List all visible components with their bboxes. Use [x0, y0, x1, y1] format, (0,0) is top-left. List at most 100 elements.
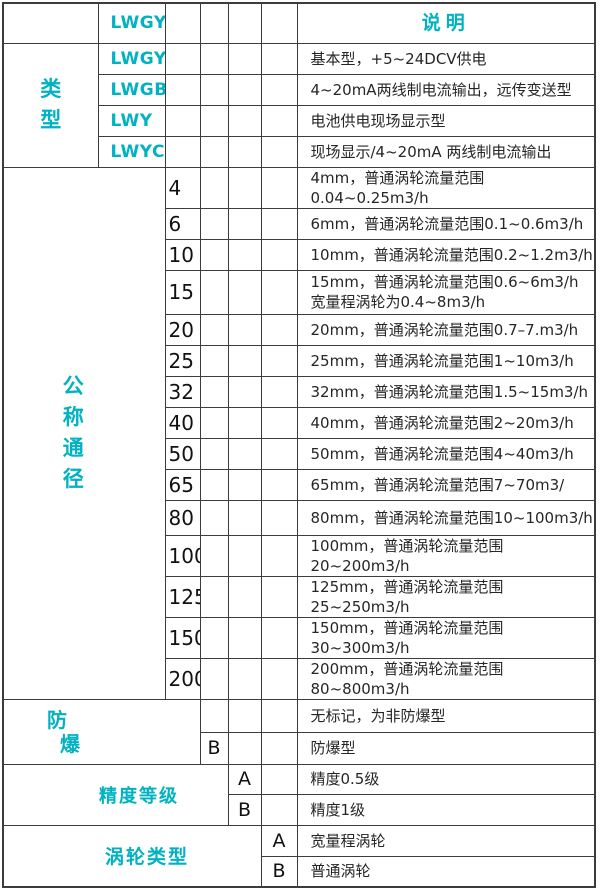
description-cell: 4~20mA两线制电流输出，远传变送型 — [296, 73, 596, 106]
empty-cell — [164, 42, 201, 75]
code-cell-accuracy-class: A — [227, 763, 262, 795]
description-cell: 防爆型 — [296, 731, 596, 765]
code-cell-accuracy-class: B — [227, 793, 262, 826]
spec-row: 100 100mm，普通涡轮流量范围20~200m3/h — [3, 534, 596, 577]
empty-cell — [199, 406, 229, 439]
empty-cell — [260, 2, 298, 44]
spec-row: 80 80mm，普通涡轮流量范围10~100m3/h — [3, 499, 596, 536]
description-cell: 100mm，普通涡轮流量范围20~200m3/h — [296, 534, 596, 577]
empty-cell — [260, 42, 298, 75]
empty-cell — [199, 73, 229, 106]
code-cell-nominal-diameter: 50 — [164, 437, 201, 470]
code-cell-nominal-diameter: 6 — [164, 207, 201, 240]
description-cell: 65mm，普通涡轮流量范围7~70m3/ — [296, 468, 596, 501]
empty-cell — [164, 135, 201, 168]
code-cell-type: LWGB — [97, 73, 166, 106]
empty-cell — [199, 2, 229, 44]
empty-cell — [199, 344, 229, 377]
code-cell-explosion-proof: B — [199, 731, 229, 765]
description-header: 说明 — [296, 2, 596, 44]
description-cell: 基本型，+5~24DCV供电 — [296, 42, 596, 75]
empty-cell — [227, 406, 262, 439]
code-cell-type: LWGY — [97, 42, 166, 75]
code-cell-turbine-type: A — [260, 824, 298, 857]
description-cell: 50mm，普通涡轮流量范围4~40m3/h — [296, 437, 596, 470]
section-label-type: 类型 — [2, 42, 99, 168]
description-cell: 32mm，普通涡轮流量范围1.5~15m3/h — [296, 375, 596, 408]
empty-cell — [227, 269, 262, 315]
header-empty-cell — [2, 2, 99, 44]
empty-cell — [199, 104, 229, 137]
spec-row: LWGB 4~20mA两线制电流输出，远传变送型 — [3, 73, 596, 106]
empty-cell — [227, 657, 262, 700]
empty-cell — [199, 499, 229, 536]
empty-cell — [227, 375, 262, 408]
description-cell: 125mm，普通涡轮流量范围25~250m3/h — [296, 575, 596, 618]
empty-cell — [199, 166, 229, 209]
empty-cell — [227, 468, 262, 501]
code-cell-nominal-diameter: 4 — [164, 166, 201, 209]
spec-row: 40 40mm，普通涡轮流量范围2~20m3/h — [3, 406, 596, 439]
section-label-turbine-type: 涡轮类型 — [2, 824, 262, 888]
empty-cell — [227, 207, 262, 240]
empty-cell — [260, 104, 298, 137]
model-code-header: LWGY — [97, 2, 166, 44]
empty-cell — [260, 657, 298, 700]
empty-cell — [227, 575, 262, 618]
spec-row: 25 25mm，普通涡轮流量范围1~10m3/h — [3, 344, 596, 377]
empty-cell — [260, 468, 298, 501]
empty-cell — [227, 344, 262, 377]
empty-cell — [260, 269, 298, 315]
empty-cell — [260, 499, 298, 536]
description-cell: 15mm，普通涡轮流量范围0.6~6m3/h 宽量程涡轮为0.4~8m3/h — [296, 269, 596, 315]
empty-cell — [260, 534, 298, 577]
description-cell: 20mm，普通涡轮流量范围0.7–7.m3/h — [296, 313, 596, 346]
empty-cell — [260, 166, 298, 209]
empty-cell — [227, 616, 262, 659]
empty-cell — [227, 499, 262, 536]
empty-cell — [260, 616, 298, 659]
spec-row: LWYC 现场显示/4~20mA 两线制电流输出 — [3, 135, 596, 168]
code-cell-nominal-diameter: 15 — [164, 269, 201, 315]
empty-cell — [227, 731, 262, 765]
empty-cell — [199, 269, 229, 315]
code-cell-nominal-diameter: 65 — [164, 468, 201, 501]
empty-cell — [199, 207, 229, 240]
empty-cell — [227, 166, 262, 209]
empty-cell — [199, 468, 229, 501]
empty-cell — [260, 793, 298, 826]
spec-row: B 精度1级 — [3, 793, 596, 826]
section-label-char: 称 — [62, 405, 84, 429]
empty-cell — [260, 731, 298, 765]
description-cell: 150mm，普通涡轮流量范围30~300m3/h — [296, 616, 596, 659]
code-cell-nominal-diameter: 40 — [164, 406, 201, 439]
description-cell: 现场显示/4~20mA 两线制电流输出 — [296, 135, 596, 168]
description-cell: 精度0.5级 — [296, 763, 596, 795]
spec-row: 125 125mm，普通涡轮流量范围25~250m3/h — [3, 575, 596, 618]
section-label-char: 类 — [40, 77, 62, 101]
empty-cell — [227, 2, 262, 44]
code-cell-nominal-diameter: 200 — [164, 657, 201, 700]
empty-cell — [260, 344, 298, 377]
empty-cell — [260, 698, 298, 733]
description-cell: 200mm，普通涡轮流量范围80~800m3/h — [296, 657, 596, 700]
empty-cell — [260, 575, 298, 618]
code-cell-nominal-diameter: 10 — [164, 238, 201, 271]
code-cell-nominal-diameter: 125 — [164, 575, 201, 618]
code-cell-nominal-diameter: 20 — [164, 313, 201, 346]
description-cell: 6mm，普通涡轮流量范围0.1~0.6m3/h — [296, 207, 596, 240]
empty-cell — [260, 437, 298, 470]
empty-cell — [199, 616, 229, 659]
spec-row: 防爆 无标记，为非防爆型 — [2, 698, 596, 765]
empty-cell — [199, 375, 229, 408]
spec-row: 200 200mm，普通涡轮流量范围80~800m3/h — [3, 657, 596, 700]
spec-row: LWY 电池供电现场显示型 — [3, 104, 596, 137]
section-label-char: 防 — [47, 707, 67, 732]
empty-cell — [199, 534, 229, 577]
empty-cell — [227, 698, 262, 733]
description-cell: 25mm，普通涡轮流量范围1~10m3/h — [296, 344, 596, 377]
section-label-char: 爆 — [60, 731, 80, 756]
description-cell: 普通涡轮 — [296, 855, 596, 888]
